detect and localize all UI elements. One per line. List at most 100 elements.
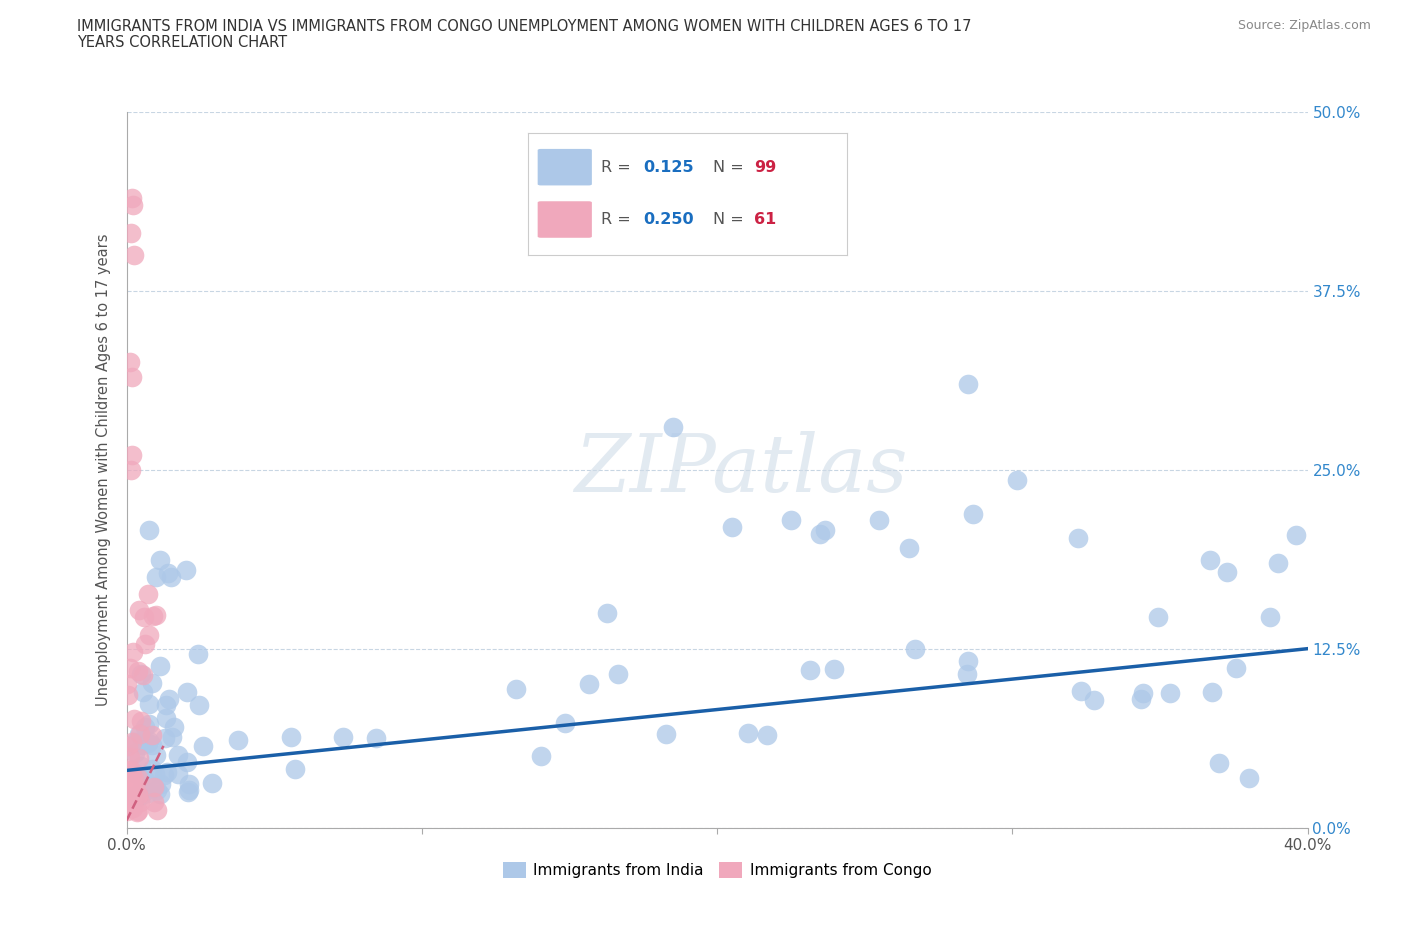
- Point: [121, 790, 143, 804]
- Point: [1285, 528, 1308, 543]
- Point: [554, 715, 576, 730]
- Point: [823, 661, 845, 676]
- Point: [122, 712, 145, 727]
- Point: [1083, 693, 1105, 708]
- Point: [226, 733, 249, 748]
- Point: [127, 663, 149, 678]
- Point: [120, 790, 142, 804]
- Point: [810, 526, 832, 541]
- Point: [756, 727, 779, 742]
- Point: [117, 763, 139, 777]
- Text: ZIPatlas: ZIPatlas: [574, 431, 907, 509]
- Point: [1129, 692, 1152, 707]
- Point: [138, 717, 160, 732]
- Point: [131, 737, 153, 752]
- Point: [138, 697, 160, 711]
- Point: [150, 776, 173, 790]
- Point: [201, 776, 224, 790]
- Point: [1208, 756, 1230, 771]
- Point: [176, 684, 198, 699]
- Point: [143, 795, 166, 810]
- Point: [120, 226, 142, 241]
- Point: [280, 730, 302, 745]
- Point: [129, 758, 152, 773]
- Text: Source: ZipAtlas.com: Source: ZipAtlas.com: [1237, 19, 1371, 32]
- Point: [153, 767, 176, 782]
- Point: [160, 569, 183, 585]
- Point: [142, 609, 165, 624]
- Point: [129, 667, 152, 682]
- Point: [132, 610, 155, 625]
- Point: [121, 448, 143, 463]
- Point: [163, 719, 186, 734]
- Point: [138, 523, 160, 538]
- Point: [1147, 609, 1170, 624]
- Point: [129, 727, 152, 742]
- Point: [146, 803, 169, 817]
- Point: [1201, 684, 1223, 699]
- Point: [117, 677, 139, 692]
- Point: [530, 748, 553, 763]
- Point: [136, 587, 159, 602]
- Point: [655, 726, 678, 741]
- Point: [956, 377, 979, 392]
- Point: [128, 751, 150, 765]
- Point: [122, 789, 145, 804]
- Text: IMMIGRANTS FROM INDIA VS IMMIGRANTS FROM CONGO UNEMPLOYMENT AMONG WOMEN WITH CHI: IMMIGRANTS FROM INDIA VS IMMIGRANTS FROM…: [77, 19, 972, 33]
- Point: [191, 738, 214, 753]
- Point: [121, 190, 143, 205]
- Point: [125, 766, 148, 781]
- Point: [128, 603, 150, 618]
- Point: [132, 667, 155, 682]
- Point: [115, 771, 138, 786]
- Point: [115, 792, 138, 807]
- Point: [1216, 565, 1239, 579]
- Point: [187, 646, 209, 661]
- Point: [1132, 686, 1154, 701]
- Point: [141, 737, 163, 752]
- Point: [814, 522, 837, 537]
- Point: [118, 660, 141, 675]
- Y-axis label: Unemployment Among Women with Children Ages 6 to 17 years: Unemployment Among Women with Children A…: [96, 233, 111, 706]
- Point: [156, 764, 179, 779]
- Point: [124, 735, 146, 750]
- Point: [117, 738, 139, 753]
- Point: [121, 369, 143, 384]
- Point: [188, 698, 211, 712]
- Point: [134, 783, 156, 798]
- Point: [149, 553, 172, 568]
- Point: [780, 512, 803, 527]
- Point: [720, 520, 742, 535]
- Point: [1225, 660, 1247, 675]
- Text: YEARS CORRELATION CHART: YEARS CORRELATION CHART: [77, 35, 287, 50]
- Point: [115, 799, 138, 814]
- Point: [127, 804, 149, 818]
- Point: [332, 730, 354, 745]
- Point: [118, 787, 141, 802]
- Point: [127, 770, 149, 785]
- Point: [141, 761, 163, 776]
- Point: [134, 636, 156, 651]
- Point: [1005, 472, 1028, 487]
- Point: [149, 787, 172, 802]
- Point: [146, 783, 169, 798]
- Point: [177, 777, 200, 791]
- Point: [142, 779, 165, 794]
- Point: [117, 784, 139, 799]
- Point: [176, 754, 198, 769]
- Point: [177, 785, 200, 800]
- Point: [141, 727, 163, 742]
- Point: [128, 788, 150, 803]
- Point: [129, 714, 152, 729]
- Point: [145, 607, 167, 622]
- Point: [737, 726, 759, 741]
- Point: [127, 788, 149, 803]
- Point: [138, 628, 160, 643]
- Point: [167, 748, 190, 763]
- Point: [898, 541, 921, 556]
- Point: [134, 720, 156, 735]
- Point: [799, 662, 821, 677]
- Point: [131, 780, 153, 795]
- Legend: Immigrants from India, Immigrants from Congo: Immigrants from India, Immigrants from C…: [496, 857, 938, 884]
- Point: [125, 804, 148, 819]
